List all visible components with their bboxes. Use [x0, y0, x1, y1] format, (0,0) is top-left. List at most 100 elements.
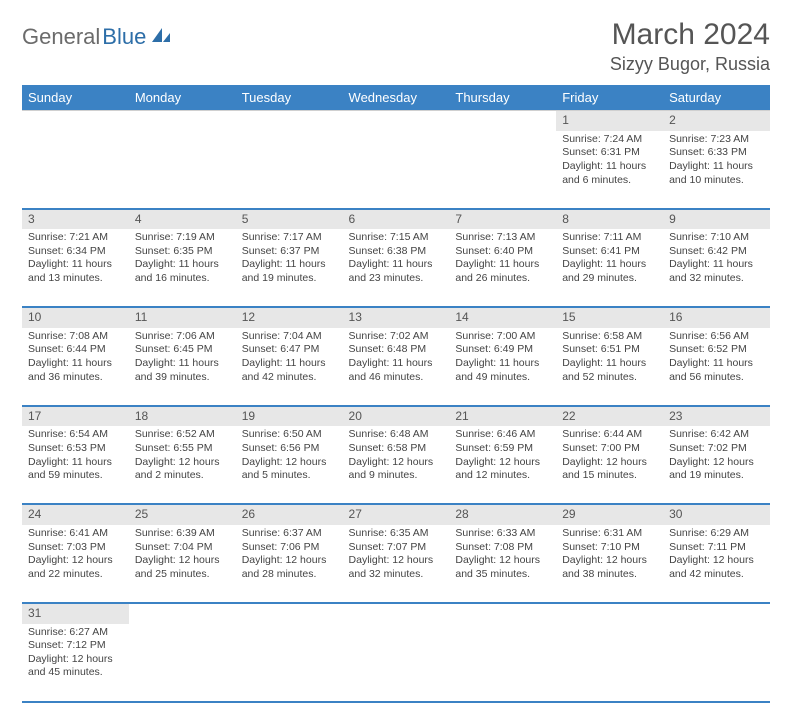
sunrise-line: Sunrise: 7:11 AM — [562, 231, 657, 245]
daylight-line1: Daylight: 12 hours — [349, 554, 444, 568]
day-cell — [343, 624, 450, 702]
day-number-cell: 20 — [343, 406, 450, 427]
day-number-cell: 8 — [556, 209, 663, 230]
sail-icon — [150, 26, 172, 44]
day-cell: Sunrise: 6:41 AMSunset: 7:03 PMDaylight:… — [22, 525, 129, 603]
day-cell — [129, 624, 236, 702]
sunset-line: Sunset: 6:31 PM — [562, 146, 657, 160]
daylight-line2: and 22 minutes. — [28, 568, 123, 582]
daylight-line1: Daylight: 12 hours — [455, 554, 550, 568]
title-block: March 2024 Sizyy Bugor, Russia — [610, 18, 770, 75]
daylight-line2: and 10 minutes. — [669, 174, 764, 188]
day-cell — [449, 131, 556, 209]
day-cell: Sunrise: 7:00 AMSunset: 6:49 PMDaylight:… — [449, 328, 556, 406]
sunset-line: Sunset: 6:34 PM — [28, 245, 123, 259]
day-number-cell: 3 — [22, 209, 129, 230]
daylight-line2: and 5 minutes. — [242, 469, 337, 483]
day-cell: Sunrise: 6:33 AMSunset: 7:08 PMDaylight:… — [449, 525, 556, 603]
day-number-cell: 23 — [663, 406, 770, 427]
day-cell: Sunrise: 7:15 AMSunset: 6:38 PMDaylight:… — [343, 229, 450, 307]
day-number-cell: 31 — [22, 603, 129, 624]
daylight-line2: and 42 minutes. — [242, 371, 337, 385]
day-header: Thursday — [449, 85, 556, 111]
day-cell: Sunrise: 7:21 AMSunset: 6:34 PMDaylight:… — [22, 229, 129, 307]
daylight-line1: Daylight: 12 hours — [135, 456, 230, 470]
daylight-line2: and 32 minutes. — [669, 272, 764, 286]
day-cell: Sunrise: 7:11 AMSunset: 6:41 PMDaylight:… — [556, 229, 663, 307]
day-cell: Sunrise: 6:37 AMSunset: 7:06 PMDaylight:… — [236, 525, 343, 603]
daylight-line1: Daylight: 11 hours — [455, 357, 550, 371]
sunset-line: Sunset: 6:38 PM — [349, 245, 444, 259]
sunrise-line: Sunrise: 7:08 AM — [28, 330, 123, 344]
day-cell: Sunrise: 7:02 AMSunset: 6:48 PMDaylight:… — [343, 328, 450, 406]
daylight-line2: and 42 minutes. — [669, 568, 764, 582]
sunrise-line: Sunrise: 6:44 AM — [562, 428, 657, 442]
sunrise-line: Sunrise: 6:58 AM — [562, 330, 657, 344]
sunrise-line: Sunrise: 6:27 AM — [28, 626, 123, 640]
day-header: Sunday — [22, 85, 129, 111]
daylight-line1: Daylight: 11 hours — [28, 456, 123, 470]
day-number-cell: 16 — [663, 307, 770, 328]
daylight-line1: Daylight: 12 hours — [242, 554, 337, 568]
sunset-line: Sunset: 7:02 PM — [669, 442, 764, 456]
day-number-cell: 2 — [663, 111, 770, 131]
day-number-cell — [22, 111, 129, 131]
location: Sizyy Bugor, Russia — [610, 54, 770, 75]
day-body-row: Sunrise: 7:24 AMSunset: 6:31 PMDaylight:… — [22, 131, 770, 209]
sunrise-line: Sunrise: 7:21 AM — [28, 231, 123, 245]
sunrise-line: Sunrise: 6:42 AM — [669, 428, 764, 442]
day-number-cell: 7 — [449, 209, 556, 230]
daynum-row: 17181920212223 — [22, 406, 770, 427]
daylight-line1: Daylight: 11 hours — [135, 357, 230, 371]
daylight-line2: and 59 minutes. — [28, 469, 123, 483]
month-title: March 2024 — [610, 18, 770, 52]
daylight-line1: Daylight: 11 hours — [562, 160, 657, 174]
daylight-line2: and 29 minutes. — [562, 272, 657, 286]
day-cell: Sunrise: 7:10 AMSunset: 6:42 PMDaylight:… — [663, 229, 770, 307]
daylight-line1: Daylight: 12 hours — [669, 554, 764, 568]
sunrise-line: Sunrise: 7:15 AM — [349, 231, 444, 245]
daynum-row: 10111213141516 — [22, 307, 770, 328]
day-header-row: SundayMondayTuesdayWednesdayThursdayFrid… — [22, 85, 770, 111]
day-cell: Sunrise: 6:48 AMSunset: 6:58 PMDaylight:… — [343, 426, 450, 504]
day-cell: Sunrise: 6:27 AMSunset: 7:12 PMDaylight:… — [22, 624, 129, 702]
daylight-line2: and 38 minutes. — [562, 568, 657, 582]
day-number-cell: 14 — [449, 307, 556, 328]
sunset-line: Sunset: 7:06 PM — [242, 541, 337, 555]
daylight-line2: and 28 minutes. — [242, 568, 337, 582]
day-cell: Sunrise: 7:24 AMSunset: 6:31 PMDaylight:… — [556, 131, 663, 209]
daynum-row: 12 — [22, 111, 770, 131]
day-number-cell: 21 — [449, 406, 556, 427]
daylight-line1: Daylight: 11 hours — [349, 258, 444, 272]
daylight-line1: Daylight: 12 hours — [455, 456, 550, 470]
day-number-cell: 15 — [556, 307, 663, 328]
daylight-line1: Daylight: 12 hours — [28, 653, 123, 667]
daylight-line1: Daylight: 11 hours — [562, 258, 657, 272]
sunrise-line: Sunrise: 7:02 AM — [349, 330, 444, 344]
daylight-line2: and 13 minutes. — [28, 272, 123, 286]
day-cell: Sunrise: 6:58 AMSunset: 6:51 PMDaylight:… — [556, 328, 663, 406]
daylight-line1: Daylight: 11 hours — [562, 357, 657, 371]
daylight-line2: and 36 minutes. — [28, 371, 123, 385]
day-number-cell — [343, 111, 450, 131]
daylight-line2: and 32 minutes. — [349, 568, 444, 582]
daylight-line1: Daylight: 12 hours — [669, 456, 764, 470]
day-body-row: Sunrise: 6:41 AMSunset: 7:03 PMDaylight:… — [22, 525, 770, 603]
daylight-line1: Daylight: 11 hours — [669, 357, 764, 371]
sunset-line: Sunset: 6:56 PM — [242, 442, 337, 456]
daylight-line2: and 15 minutes. — [562, 469, 657, 483]
daynum-row: 24252627282930 — [22, 504, 770, 525]
daynum-row: 3456789 — [22, 209, 770, 230]
daylight-line2: and 56 minutes. — [669, 371, 764, 385]
sunset-line: Sunset: 6:37 PM — [242, 245, 337, 259]
day-cell — [343, 131, 450, 209]
day-cell: Sunrise: 6:52 AMSunset: 6:55 PMDaylight:… — [129, 426, 236, 504]
daylight-line2: and 26 minutes. — [455, 272, 550, 286]
day-number-cell: 24 — [22, 504, 129, 525]
sunrise-line: Sunrise: 6:35 AM — [349, 527, 444, 541]
daylight-line2: and 25 minutes. — [135, 568, 230, 582]
sunset-line: Sunset: 6:51 PM — [562, 343, 657, 357]
sunrise-line: Sunrise: 6:33 AM — [455, 527, 550, 541]
daylight-line2: and 19 minutes. — [242, 272, 337, 286]
sunset-line: Sunset: 6:59 PM — [455, 442, 550, 456]
